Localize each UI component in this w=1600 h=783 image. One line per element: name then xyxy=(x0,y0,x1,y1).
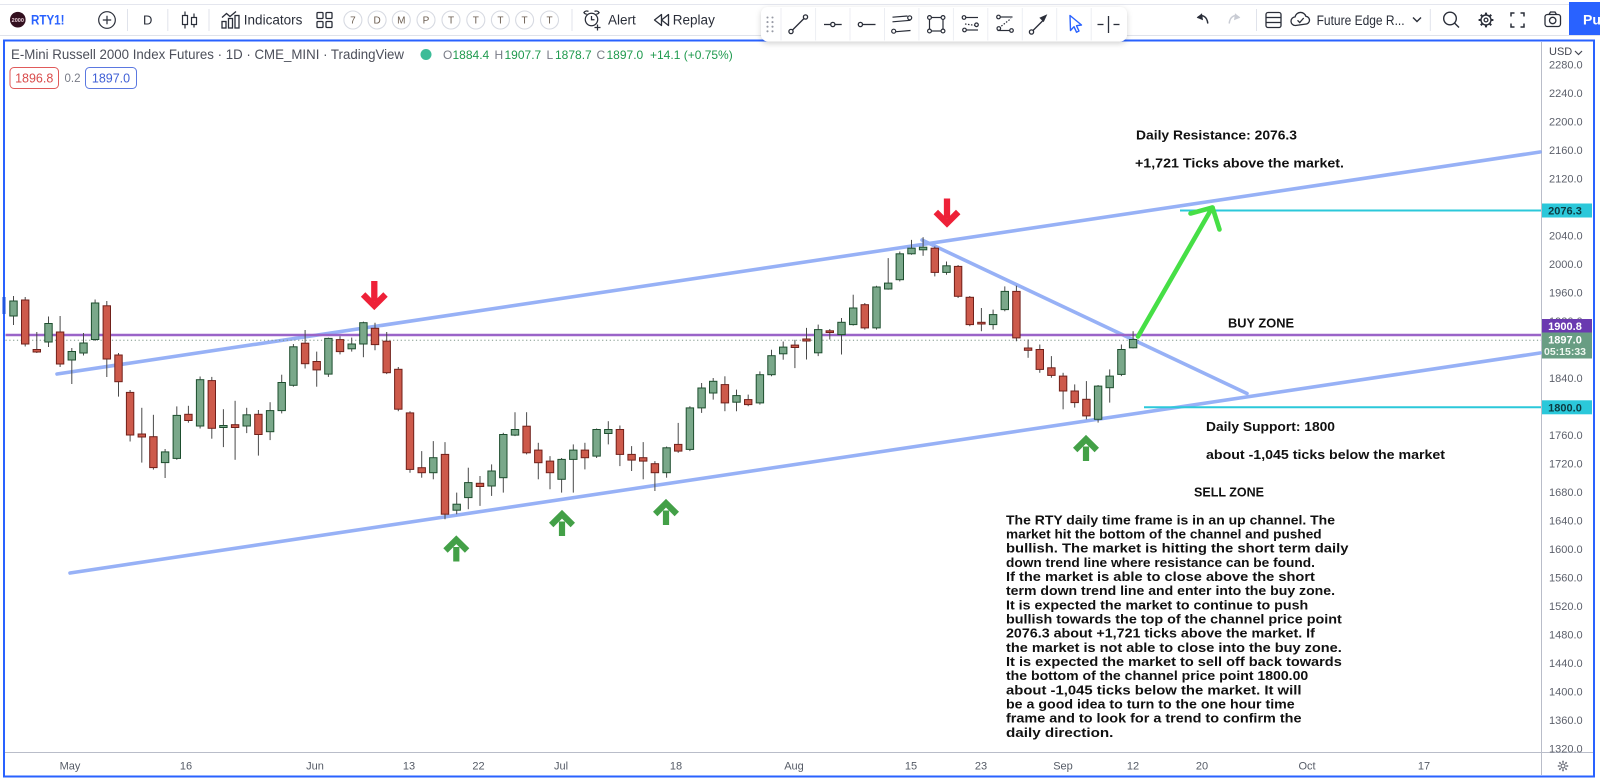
svg-text:05:15:33: 05:15:33 xyxy=(1544,346,1586,358)
svg-text:Sep: Sep xyxy=(1053,761,1073,773)
svg-text:E-Mini Russell 2000 Index Futu: E-Mini Russell 2000 Index Futures · 1D ·… xyxy=(11,46,405,62)
svg-text:frame and to look for a trend: frame and to look for a trend to confirm… xyxy=(1006,711,1302,726)
svg-text:23: 23 xyxy=(975,761,987,773)
svg-text:O: O xyxy=(443,48,452,62)
svg-text:Daily Support: 1800: Daily Support: 1800 xyxy=(1206,419,1335,434)
svg-text:1680.0: 1680.0 xyxy=(1549,487,1583,499)
svg-text:2160.0: 2160.0 xyxy=(1549,145,1583,157)
svg-text:1520.0: 1520.0 xyxy=(1549,601,1583,613)
svg-text:Alert: Alert xyxy=(608,13,636,28)
svg-text:D: D xyxy=(373,16,380,27)
svg-text:1897.0: 1897.0 xyxy=(607,48,644,62)
svg-text:T: T xyxy=(473,16,479,27)
svg-text:RTY1!: RTY1! xyxy=(31,13,65,28)
svg-text:If the market is able to close: If the market is able to close above the… xyxy=(1006,569,1316,584)
svg-text:Jun: Jun xyxy=(306,761,324,773)
svg-text:about -1,045 ticks below the m: about -1,045 ticks below the market. It … xyxy=(1006,682,1302,697)
svg-text:the market is not able to clos: the market is not able to close into the… xyxy=(1006,640,1342,655)
svg-text:M: M xyxy=(397,16,405,27)
svg-text:2200.0: 2200.0 xyxy=(1549,117,1583,129)
svg-text:1320.0: 1320.0 xyxy=(1549,744,1583,756)
svg-text:The RTY daily time frame is in: The RTY daily time frame is in an up cha… xyxy=(1006,512,1335,527)
svg-text:It is expected the market to c: It is expected the market to continue to… xyxy=(1006,597,1308,612)
svg-text:It is expected the market to s: It is expected the market to sell off ba… xyxy=(1006,654,1342,669)
svg-text:1897.0: 1897.0 xyxy=(1548,335,1582,347)
svg-text:be a good idea to turn to the: be a good idea to turn to the one hour t… xyxy=(1006,697,1295,712)
svg-text:1400.0: 1400.0 xyxy=(1549,687,1583,699)
svg-text:2040.0: 2040.0 xyxy=(1549,231,1583,243)
svg-text:bullish towards the top of the: bullish towards the top of the channel p… xyxy=(1006,611,1343,626)
svg-text:T: T xyxy=(546,16,552,27)
svg-text:1720.0: 1720.0 xyxy=(1549,459,1583,471)
svg-text:T: T xyxy=(522,16,528,27)
svg-text:SELL ZONE: SELL ZONE xyxy=(1194,485,1264,500)
svg-text:2076.3: 2076.3 xyxy=(1548,206,1582,218)
svg-text:Oct: Oct xyxy=(1298,761,1315,773)
svg-text:1897.0: 1897.0 xyxy=(92,72,130,86)
svg-text:16: 16 xyxy=(180,761,192,773)
svg-text:20: 20 xyxy=(1196,761,1208,773)
svg-text:12: 12 xyxy=(1127,761,1139,773)
svg-text:0.2: 0.2 xyxy=(65,73,81,85)
svg-text:1900.8: 1900.8 xyxy=(1548,321,1582,333)
svg-text:P: P xyxy=(423,16,430,27)
svg-text:1360.0: 1360.0 xyxy=(1549,715,1583,727)
svg-text:1560.0: 1560.0 xyxy=(1549,573,1583,585)
svg-text:1640.0: 1640.0 xyxy=(1549,516,1583,528)
svg-text:1600.0: 1600.0 xyxy=(1549,544,1583,556)
svg-text:Future Edge R...: Future Edge R... xyxy=(1317,13,1405,28)
svg-text:Jul: Jul xyxy=(554,761,568,773)
svg-text:D: D xyxy=(143,13,152,28)
svg-text:+14.1 (+0.75%): +14.1 (+0.75%) xyxy=(650,48,733,62)
svg-text:1840.0: 1840.0 xyxy=(1549,373,1583,385)
svg-text:bullish. The market is hitting: bullish. The market is hitting the short… xyxy=(1006,541,1349,556)
svg-text:H: H xyxy=(495,48,504,62)
svg-text:22: 22 xyxy=(472,761,484,773)
svg-text:1440.0: 1440.0 xyxy=(1549,658,1583,670)
svg-text:1907.7: 1907.7 xyxy=(505,48,542,62)
svg-text:the bottom of the channel pric: the bottom of the channel price point 18… xyxy=(1006,668,1308,683)
svg-text:2280.0: 2280.0 xyxy=(1549,60,1583,72)
svg-text:1480.0: 1480.0 xyxy=(1549,630,1583,642)
svg-text:18: 18 xyxy=(670,761,682,773)
svg-text:1878.7: 1878.7 xyxy=(555,48,592,62)
svg-text:13: 13 xyxy=(403,761,415,773)
svg-text:1896.8: 1896.8 xyxy=(15,72,53,86)
svg-text:1960.0: 1960.0 xyxy=(1549,288,1583,300)
svg-text:2240.0: 2240.0 xyxy=(1549,88,1583,100)
svg-text:T: T xyxy=(497,16,503,27)
svg-text:15: 15 xyxy=(905,761,917,773)
svg-text:about -1,045 ticks below the m: about -1,045 ticks below the market xyxy=(1206,447,1446,462)
svg-text:17: 17 xyxy=(1418,761,1430,773)
svg-text:daily direction.: daily direction. xyxy=(1006,725,1113,740)
svg-text:Replay: Replay xyxy=(673,13,715,28)
svg-text:7: 7 xyxy=(350,16,356,27)
svg-text:T: T xyxy=(448,16,454,27)
svg-text:2000.0: 2000.0 xyxy=(1549,259,1583,271)
svg-text:Daily Resistance: 2076.3: Daily Resistance: 2076.3 xyxy=(1136,128,1297,143)
svg-text:Indicators: Indicators xyxy=(244,13,303,28)
svg-text:+1,721 Ticks above the market.: +1,721 Ticks above the market. xyxy=(1135,156,1344,171)
svg-text:Pub: Pub xyxy=(1583,12,1600,28)
svg-text:1800.0: 1800.0 xyxy=(1548,402,1582,414)
svg-text:2076.3 about +1,721 ticks abov: 2076.3 about +1,721 ticks above the mark… xyxy=(1006,626,1316,641)
svg-text:May: May xyxy=(60,761,81,773)
svg-text:1760.0: 1760.0 xyxy=(1549,430,1583,442)
svg-text:USD: USD xyxy=(1549,46,1572,58)
svg-text:C: C xyxy=(597,48,606,62)
svg-text:down trend line where resistan: down trend line where resistance can be … xyxy=(1006,555,1315,570)
svg-text:L: L xyxy=(547,48,554,62)
svg-text:2000: 2000 xyxy=(12,18,24,24)
svg-text:Aug: Aug xyxy=(784,761,804,773)
svg-text:1884.4: 1884.4 xyxy=(453,48,490,62)
svg-text:term down trend line and enter: term down trend line and enter into the … xyxy=(1006,583,1335,598)
svg-text:2120.0: 2120.0 xyxy=(1549,174,1583,186)
svg-text:market hit the bottom of the c: market hit the bottom of the channel and… xyxy=(1006,526,1322,541)
svg-text:BUY ZONE: BUY ZONE xyxy=(1228,316,1294,331)
